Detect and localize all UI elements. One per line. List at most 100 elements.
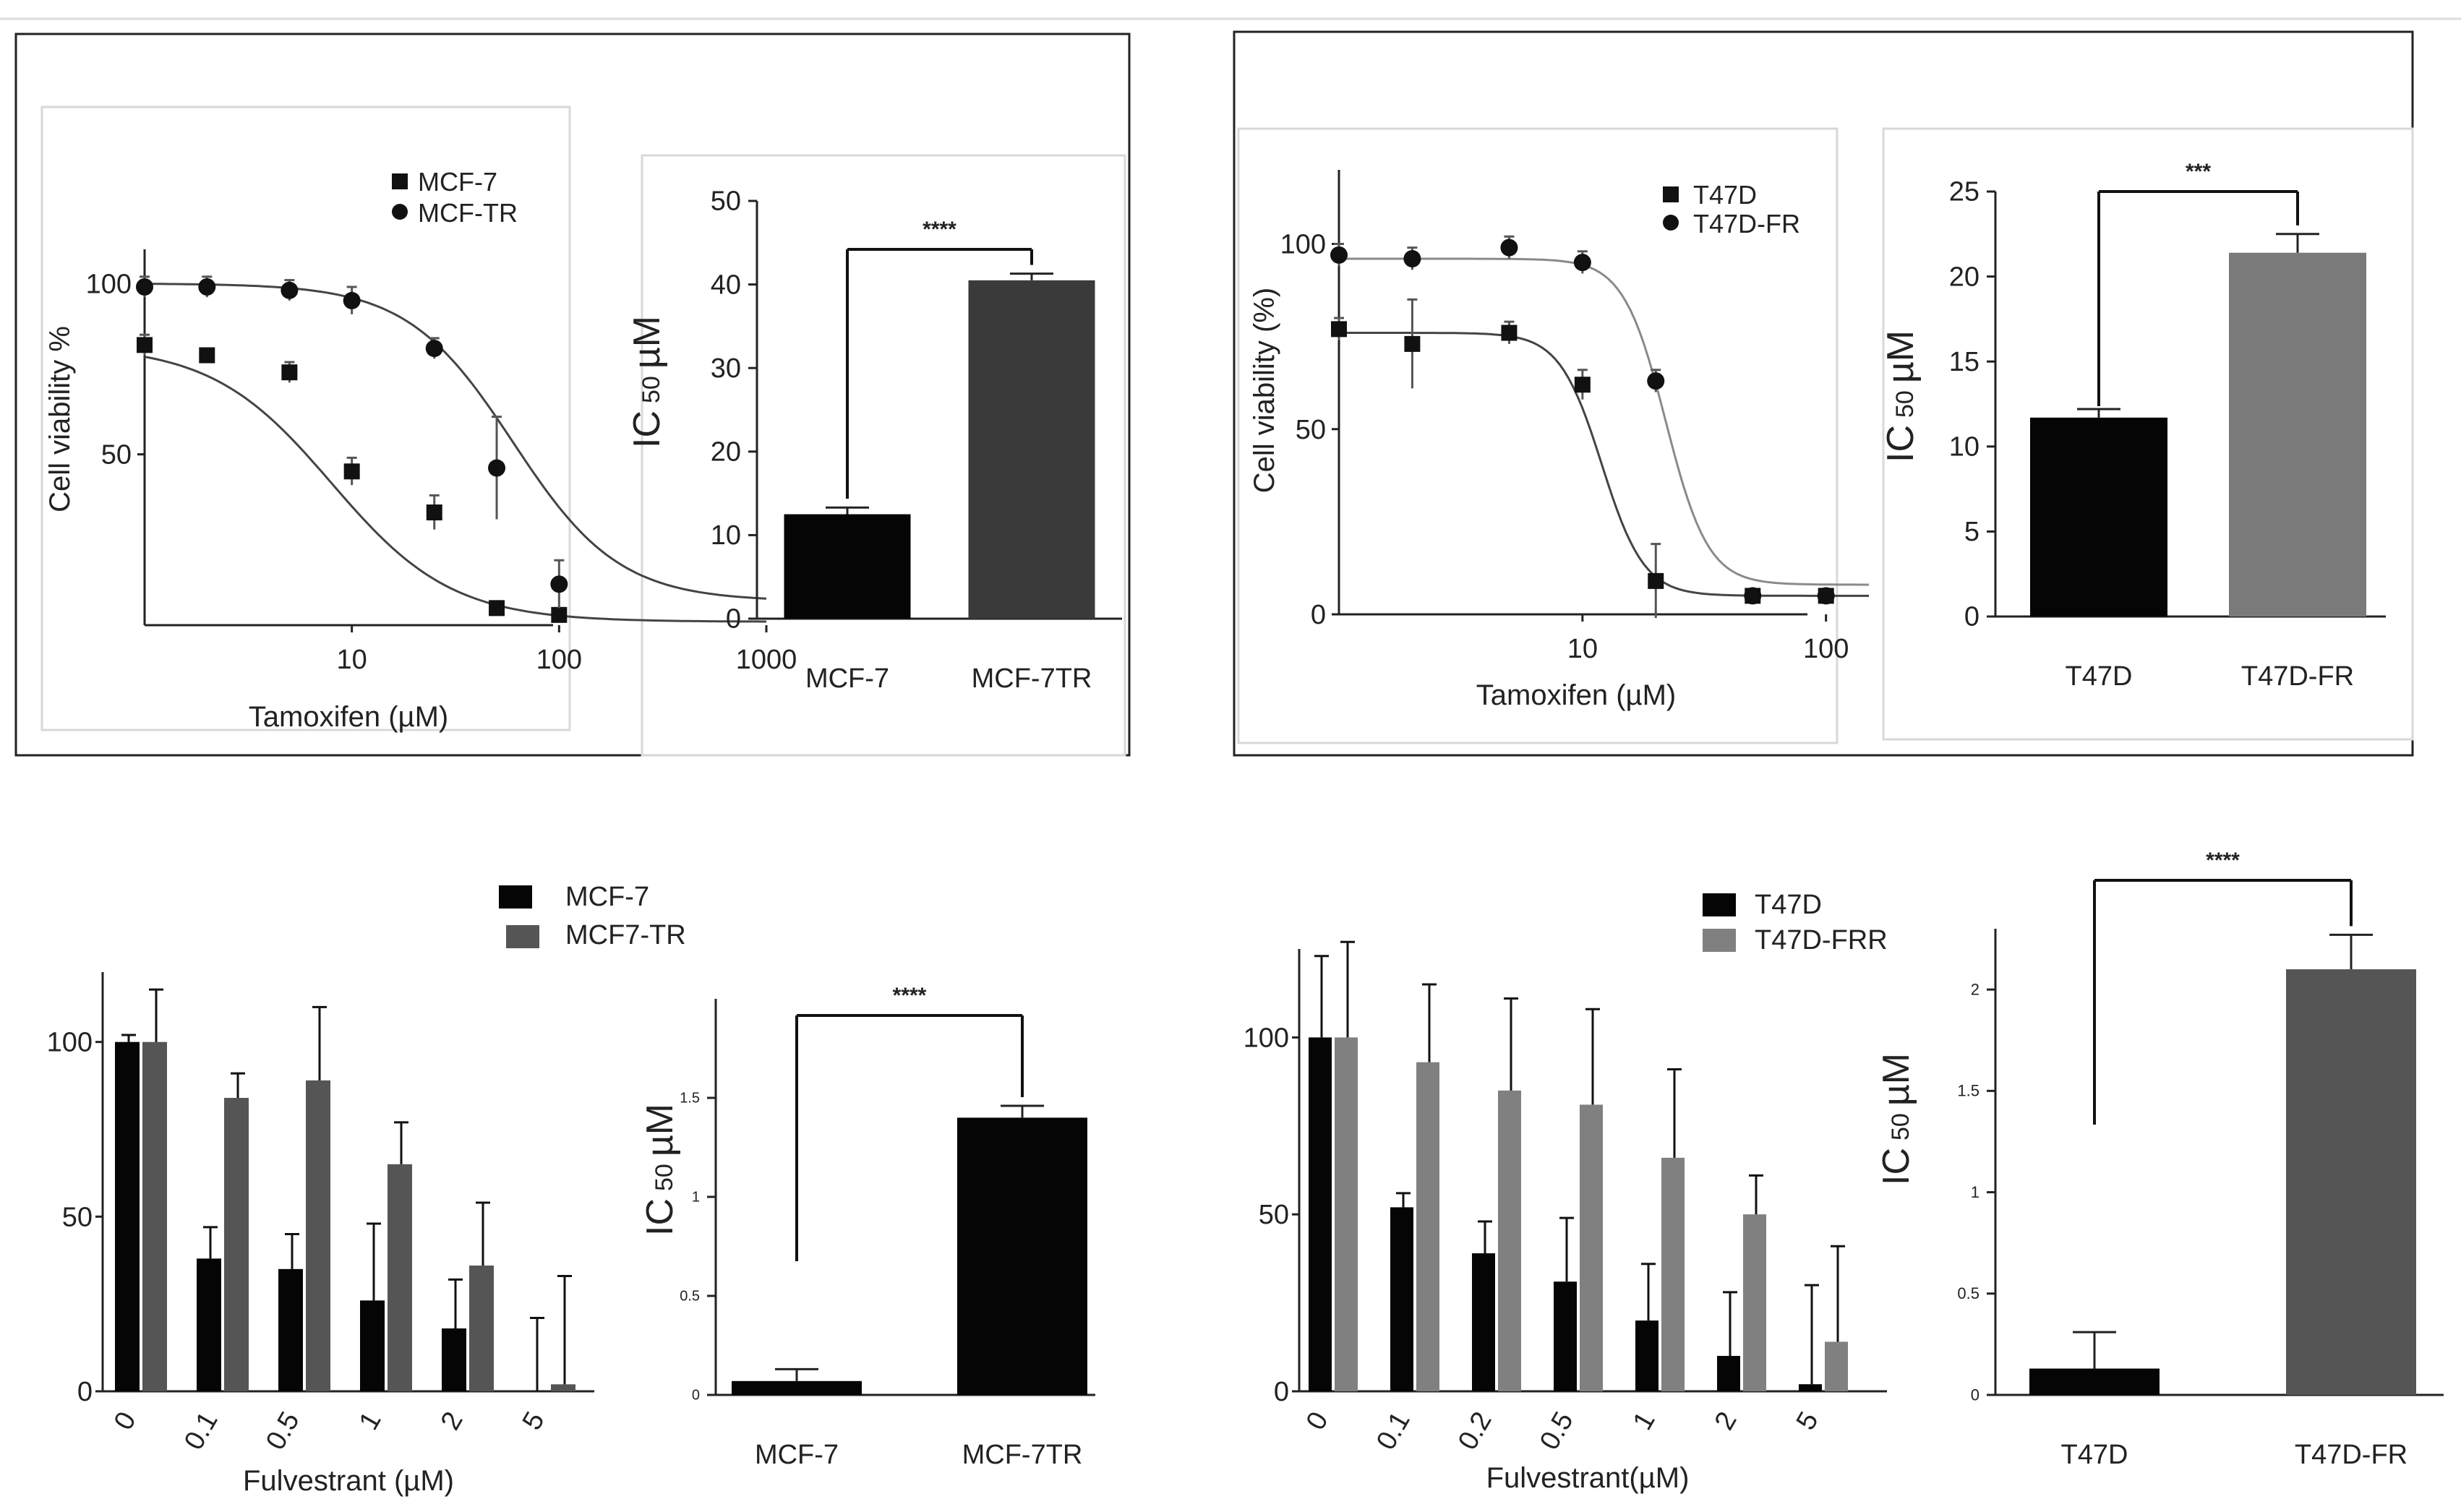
bar-t47d	[1390, 1207, 1413, 1391]
bar-t47d-frr	[1743, 1214, 1766, 1391]
bar-t47d-frr	[1661, 1157, 1685, 1391]
data-point-t47d-fr	[1744, 587, 1762, 605]
legend-t47d-fr: T47D-FR	[1693, 209, 1800, 239]
y-tick-label: 1.5	[680, 1091, 700, 1107]
legend-mcf-tr: MCF-TR	[418, 198, 518, 228]
inner-frame-a	[40, 106, 571, 731]
bar-t47d	[1799, 1384, 1822, 1391]
data-point-t47d-fr	[1647, 372, 1665, 390]
legend-swatch-t47d	[1703, 893, 1736, 916]
panel-c-tamoxifen-t47d: 10 100 0 50 100 Tamoxifen (µM) Cell viabilit…	[1249, 170, 1869, 711]
significance-stars: ****	[893, 984, 927, 1008]
bar-mcf-7	[784, 514, 911, 619]
bar-t47d-frr	[1580, 1104, 1603, 1391]
panel-g-fulvestrant-t47d: 0 50 100 0 0.1 0.2 0.5 1 2 5 Fulvestrant(µM) T47D…	[1244, 890, 1888, 1494]
significance-stars: ****	[923, 218, 956, 241]
y-tick-label: 10	[1949, 431, 1980, 462]
bar-mcf7-tr	[469, 1266, 494, 1391]
y-tick-label: 0.5	[1957, 1284, 1980, 1302]
bar-mcf-7	[442, 1328, 466, 1391]
y-tick-label: 50	[1259, 1200, 1289, 1230]
y-tick-label: 50	[101, 440, 132, 471]
legend-t47d-frr-fulv: T47D-FRR	[1755, 925, 1888, 955]
legend-mcf7-tr-fulv: MCF7-TR	[565, 920, 686, 950]
inner-frame-b	[641, 154, 1126, 757]
bar-t47d-frr	[1335, 1037, 1358, 1391]
legend-mcf7: MCF-7	[418, 167, 497, 197]
legend-circle-marker	[392, 204, 408, 220]
x-category-label: 0	[1301, 1407, 1335, 1435]
data-point-t47d	[1648, 572, 1664, 589]
data-point-mcf-tr	[281, 281, 299, 299]
data-point-t47d	[1331, 321, 1347, 338]
y-tick-label: 1	[1971, 1183, 1980, 1201]
x-category-label: 1	[354, 1407, 388, 1435]
y-tick-label: 0	[692, 1388, 700, 1404]
data-point-mcf-7	[489, 600, 505, 617]
bar-mcf7-tr	[306, 1080, 330, 1391]
x-category-label: 5	[1791, 1407, 1825, 1435]
x-tick-label: 100	[1803, 634, 1849, 664]
y-tick-label: 5	[1964, 517, 1980, 547]
y-tick-label: 25	[1949, 177, 1980, 207]
y-tick-label: 10	[711, 520, 741, 551]
bar-t47d	[1554, 1281, 1577, 1391]
data-point-t47d-fr	[1403, 250, 1421, 267]
fit-curve-mcf-7	[144, 356, 766, 623]
panel-a-ylabel: Cell viability %	[44, 326, 76, 512]
legend-swatch-mcf7	[499, 885, 532, 909]
y-tick-label: 0	[1964, 602, 1980, 632]
legend-swatch-t47d-frr	[1703, 929, 1736, 952]
data-point-mcf-tr	[488, 459, 506, 477]
y-tick-label: 40	[711, 270, 741, 300]
data-point-mcf-tr	[136, 278, 153, 296]
bar-t47d	[1309, 1037, 1332, 1391]
legend-t47d: T47D	[1693, 180, 1757, 210]
significance-stars: ****	[2206, 849, 2240, 872]
bar-t47d-frr	[1825, 1341, 1848, 1391]
y-tick-label: 20	[711, 437, 741, 467]
bar-t47d	[1717, 1356, 1740, 1391]
bar-mcf-7	[732, 1380, 862, 1395]
y-tick-label: 20	[1949, 262, 1980, 292]
data-point-mcf-7	[551, 606, 568, 623]
data-point-mcf-tr	[343, 291, 361, 309]
bar-mcf7-tr	[551, 1384, 575, 1391]
panel-h-ylabel: IC50µM	[1875, 1053, 1917, 1185]
panel-c-xlabel: Tamoxifen (µM)	[1476, 679, 1676, 711]
bar-mcf-7tr	[968, 280, 1095, 619]
frame-tamoxifen-mcf7	[14, 33, 1131, 757]
x-category-label: 0.2	[1452, 1407, 1498, 1456]
y-tick-label: 0	[1311, 600, 1326, 630]
data-point-t47d-fr	[1330, 246, 1348, 264]
x-tick-label: 100	[536, 645, 582, 675]
panel-f-ylabel: IC50µM	[639, 1104, 681, 1236]
y-tick-label: 50	[711, 186, 741, 217]
bar-t47d-fr	[2286, 969, 2416, 1395]
bar-t47d	[2029, 1368, 2160, 1395]
y-tick-label: 100	[1244, 1023, 1289, 1053]
y-tick-label: 100	[47, 1028, 93, 1058]
x-category-label: 1	[1627, 1407, 1661, 1435]
data-point-t47d-fr	[1573, 254, 1591, 272]
data-point-mcf-7	[199, 347, 215, 364]
data-point-mcf-tr	[550, 575, 568, 593]
legend-square-marker	[1663, 186, 1679, 202]
x-category-label: MCF-7TR	[972, 663, 1092, 694]
panel-b-ylabel: IC50µM	[626, 316, 668, 448]
inner-frame-c	[1237, 127, 1839, 744]
bar-t47d-fr	[2229, 252, 2366, 617]
panel-a-xlabel: Tamoxifen (µM)	[249, 701, 448, 733]
legend-swatch-mcf7-tr	[506, 925, 539, 948]
bar-mcf7-tr	[224, 1098, 249, 1391]
bar-mcf-7	[278, 1268, 303, 1391]
data-point-mcf-7	[137, 337, 153, 353]
y-tick-label: 1.5	[1957, 1082, 1980, 1100]
legend-t47d-fulv: T47D	[1755, 890, 1822, 920]
data-point-t47d-fr	[1817, 587, 1835, 605]
bar-mcf-7tr	[957, 1117, 1087, 1395]
panel-d-ylabel: IC50µM	[1880, 330, 1922, 463]
x-category-label: 0.5	[1534, 1407, 1580, 1456]
